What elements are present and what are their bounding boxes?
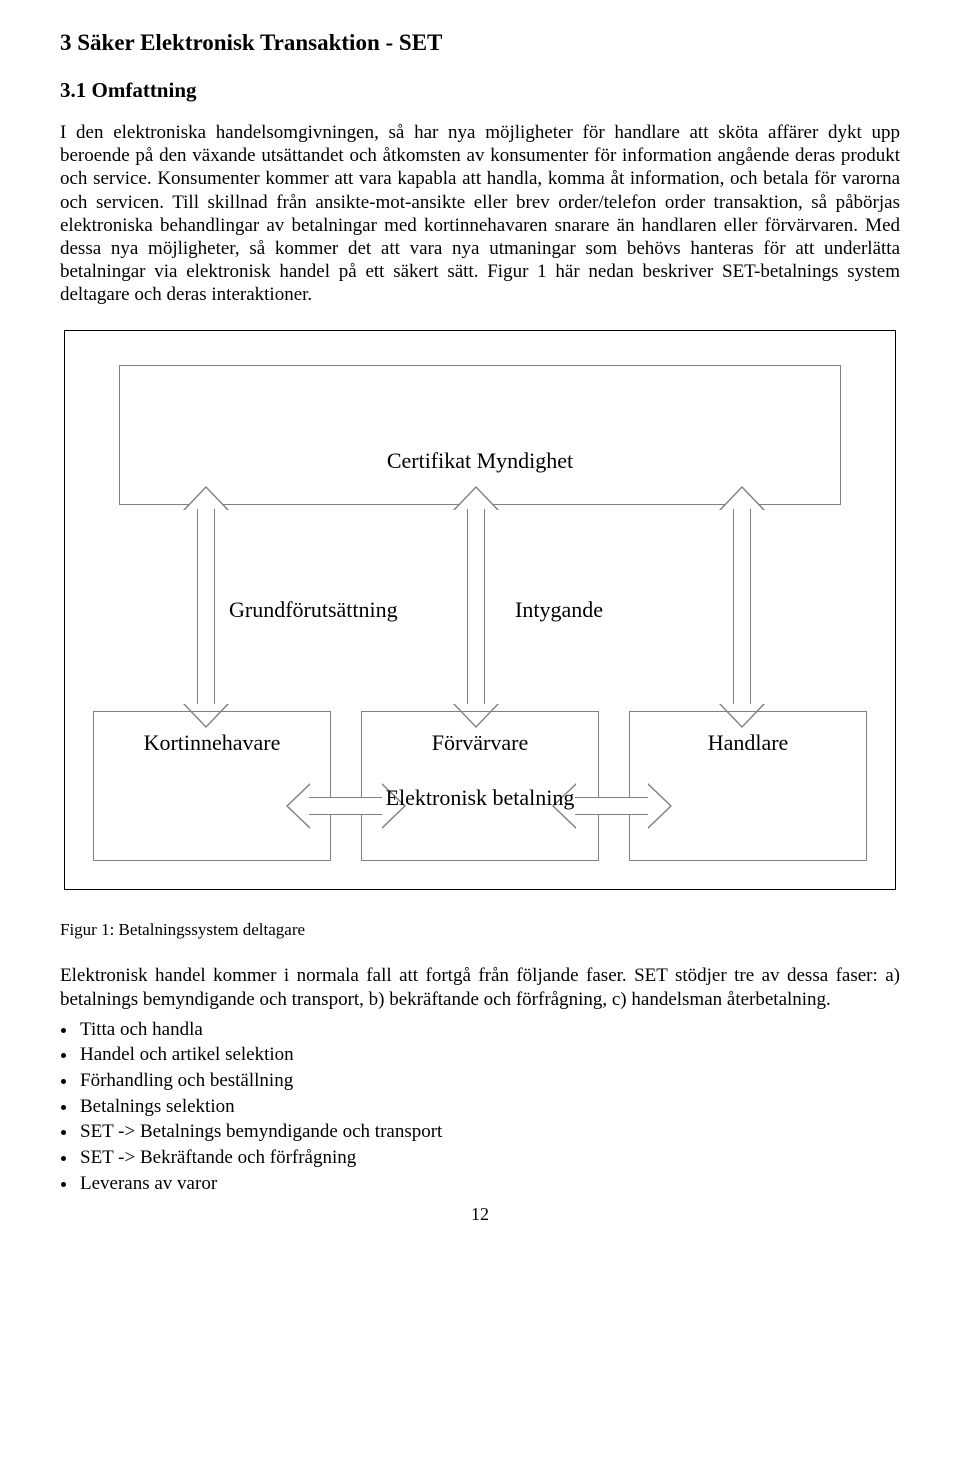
- document-page: 3 Säker Elektronisk Transaktion - SET 3.…: [0, 0, 960, 1245]
- list-item: SET -> Bekräftande och förfrågning: [78, 1145, 900, 1171]
- figure-caption: Figur 1: Betalningssystem deltagare: [60, 920, 900, 940]
- body-paragraph-2: Elektronisk handel kommer i normala fall…: [60, 964, 900, 1010]
- section-heading: 3 Säker Elektronisk Transaktion - SET: [60, 30, 900, 56]
- set-diagram: Certifikat Myndighet Grundförutsättning …: [64, 330, 896, 890]
- list-item: Betalnings selektion: [78, 1094, 900, 1120]
- prerequisite-label: Grundförutsättning: [229, 597, 398, 623]
- attestation-label: Intygande: [515, 597, 603, 623]
- certificate-authority-label: Certifikat Myndighet: [120, 448, 840, 474]
- acquirer-label: Förvärvare: [362, 730, 598, 756]
- list-item: Förhandling och beställning: [78, 1068, 900, 1094]
- list-item: Leverans av varor: [78, 1171, 900, 1197]
- list-item: Handel och artikel selektion: [78, 1042, 900, 1068]
- phase-list: Titta och handla Handel och artikel sele…: [78, 1017, 900, 1196]
- certificate-authority-box: Certifikat Myndighet: [119, 365, 841, 505]
- merchant-label: Handlare: [630, 730, 866, 756]
- arrow-cert-to-acquirer: [453, 491, 499, 723]
- page-number: 12: [60, 1204, 900, 1225]
- subsection-heading: 3.1 Omfattning: [60, 78, 900, 103]
- electronic-payment-label: Elektronisk betalning: [65, 785, 895, 811]
- arrow-cert-to-merchant: [719, 491, 765, 723]
- arrow-cert-to-cardholder: [183, 491, 229, 723]
- list-item: SET -> Betalnings bemyndigande och trans…: [78, 1119, 900, 1145]
- cardholder-label: Kortinnehavare: [94, 730, 330, 756]
- body-paragraph-1: I den elektroniska handelsomgivningen, s…: [60, 121, 900, 306]
- list-item: Titta och handla: [78, 1017, 900, 1043]
